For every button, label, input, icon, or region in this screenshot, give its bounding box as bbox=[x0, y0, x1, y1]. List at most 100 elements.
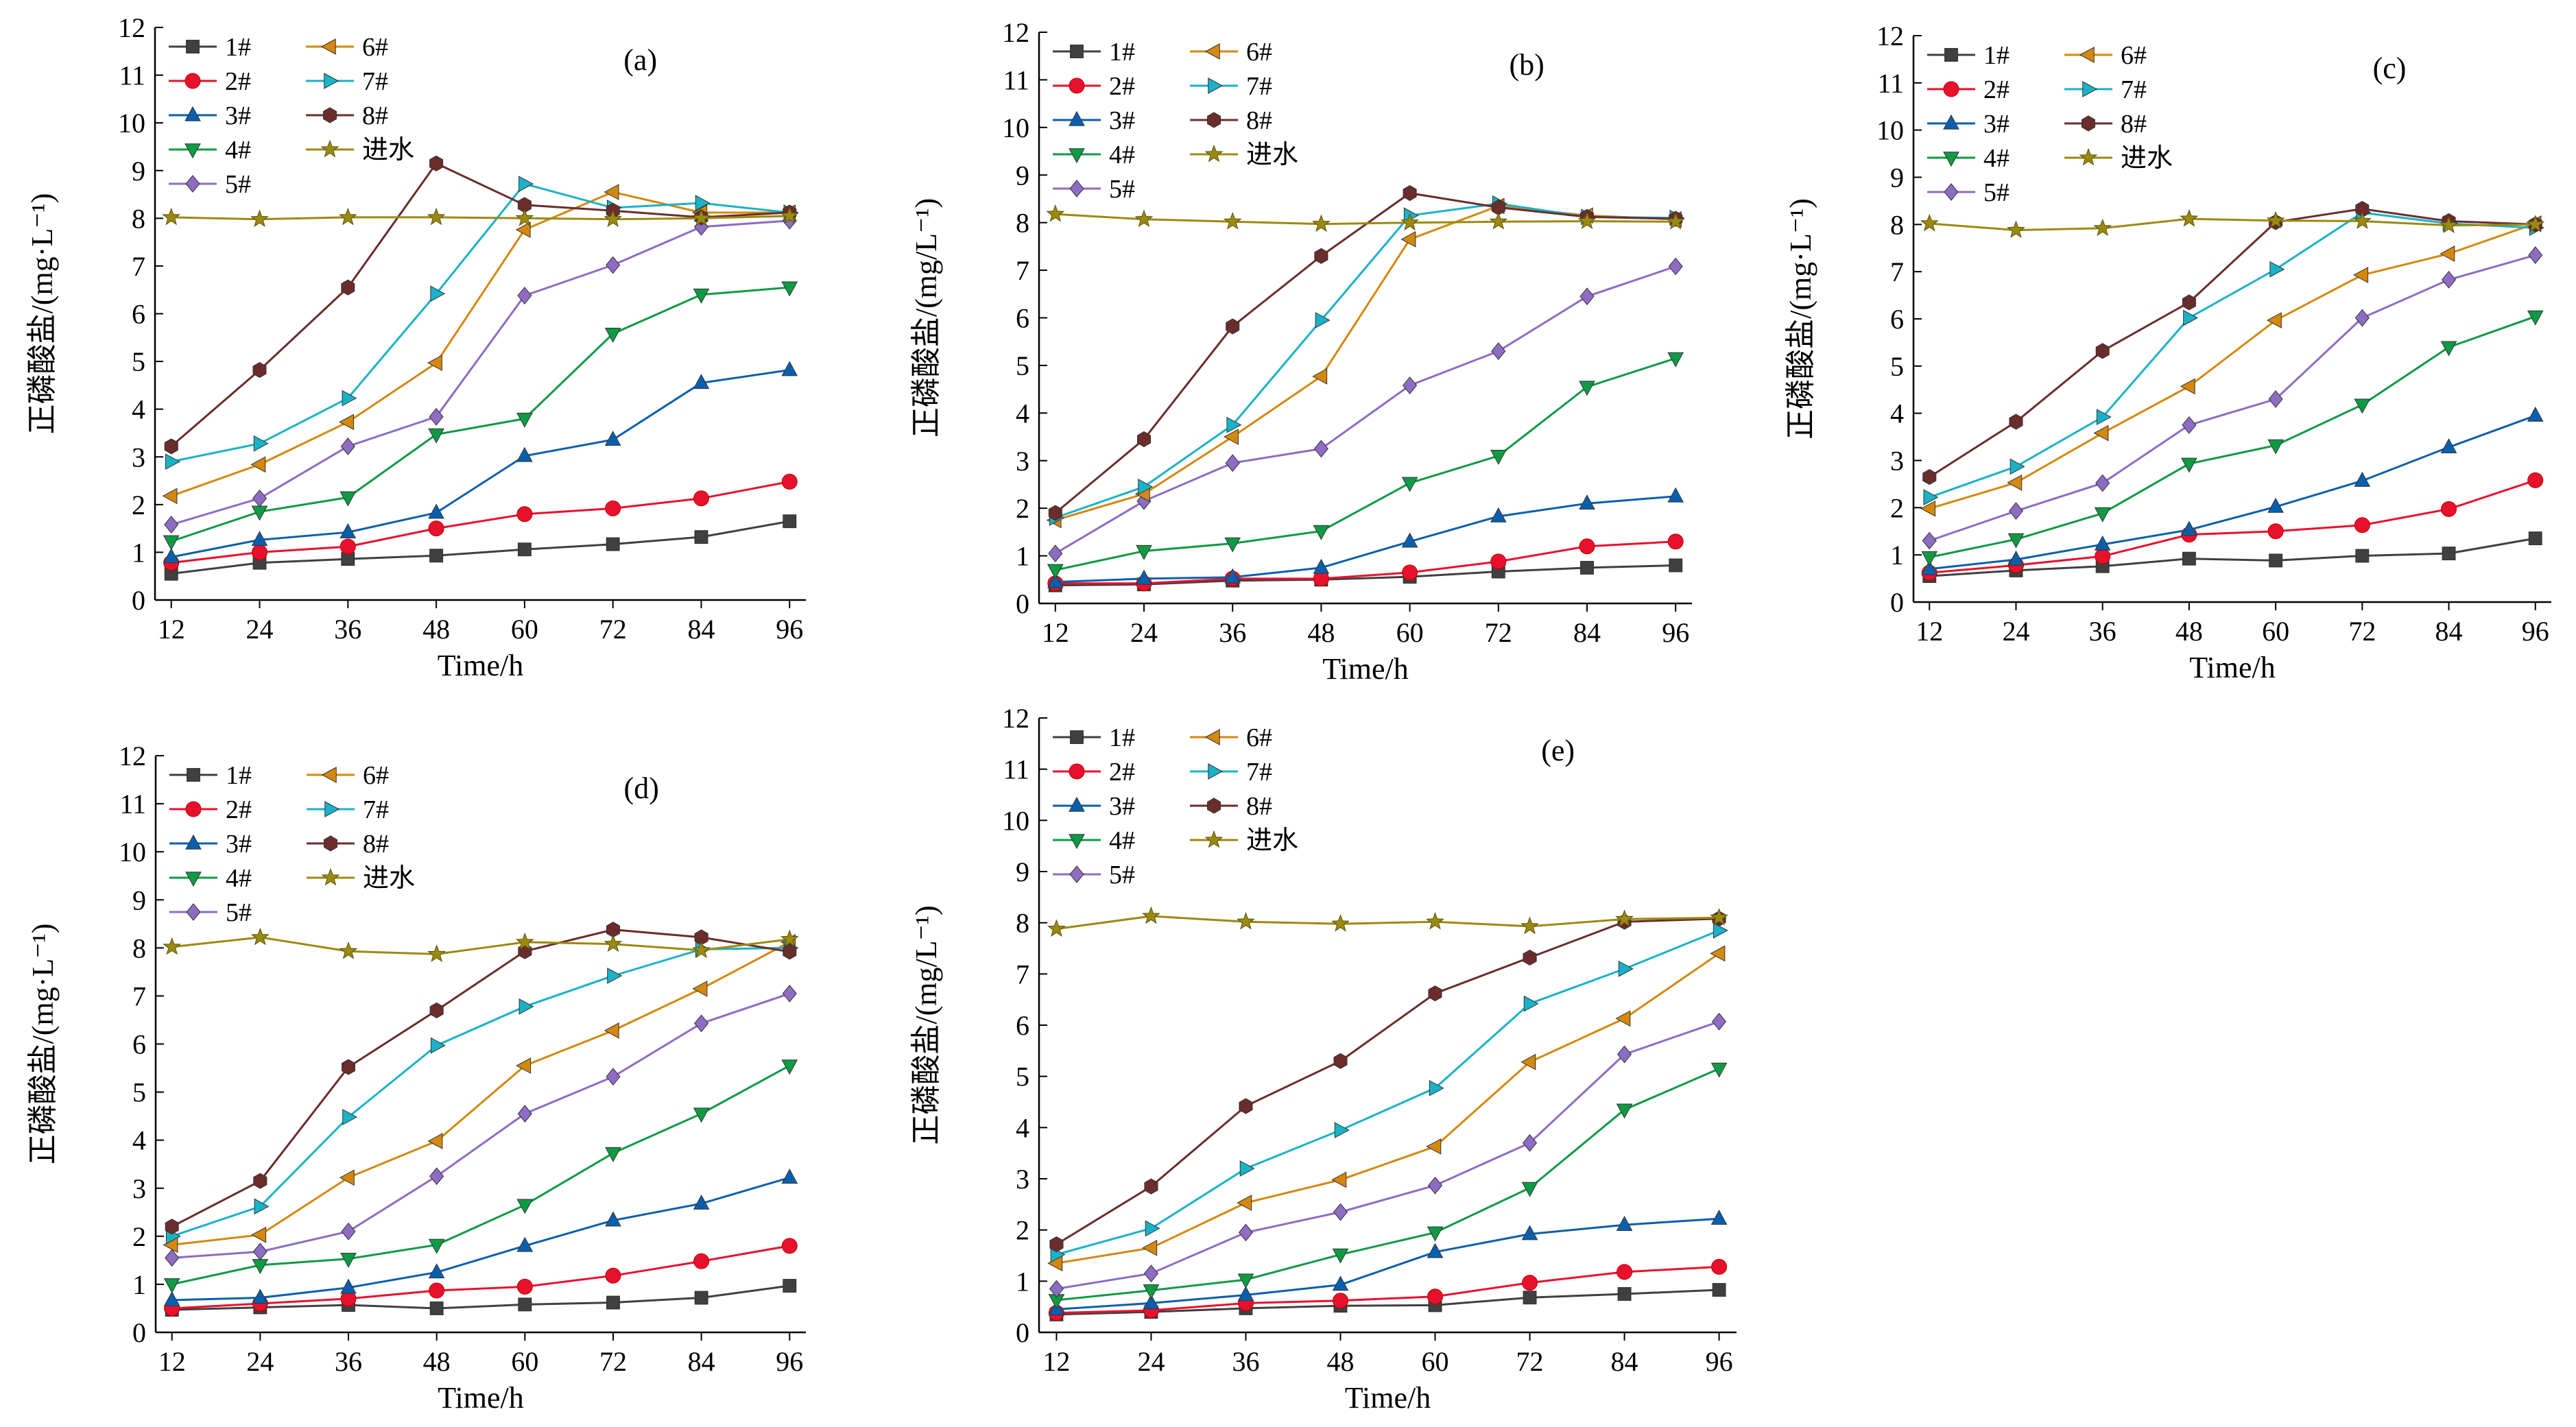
y-tick-label: 3 bbox=[132, 1173, 146, 1204]
data-point bbox=[2094, 507, 2111, 523]
y-tick-label: 9 bbox=[1016, 160, 1029, 191]
data-point bbox=[780, 206, 799, 224]
series-line bbox=[1056, 1217, 1719, 1310]
legend-item-5#: 5# bbox=[1927, 178, 2009, 207]
data-point bbox=[1521, 1182, 1538, 1197]
legend-label: 2# bbox=[226, 795, 252, 824]
x-tick-label: 72 bbox=[1485, 617, 1512, 648]
data-point bbox=[1334, 1122, 1350, 1138]
x-tick-label: 96 bbox=[776, 614, 803, 645]
data-point bbox=[1579, 381, 1595, 396]
data-point bbox=[1489, 212, 1508, 230]
data-point bbox=[1239, 1098, 1253, 1114]
data-point bbox=[250, 456, 266, 473]
data-point bbox=[1223, 212, 1242, 230]
y-tick-label: 7 bbox=[1016, 959, 1029, 990]
y-tick-label: 4 bbox=[1890, 398, 1904, 429]
series-line bbox=[171, 1284, 790, 1311]
y-tick-label: 11 bbox=[1003, 64, 1029, 95]
data-point bbox=[694, 530, 708, 544]
data-point bbox=[1048, 505, 1062, 521]
data-point bbox=[2353, 267, 2369, 283]
series-line bbox=[1056, 952, 1720, 1264]
data-point bbox=[251, 531, 268, 547]
legend-marker bbox=[324, 73, 339, 89]
data-point bbox=[1143, 1294, 1160, 1310]
data-point bbox=[1332, 1293, 1348, 1309]
data-point bbox=[1145, 1220, 1160, 1237]
y-tick-label: 10 bbox=[1002, 805, 1029, 836]
data-point bbox=[2096, 409, 2112, 426]
data-point bbox=[338, 207, 357, 226]
y-tick-label: 4 bbox=[1016, 398, 1029, 429]
data-point bbox=[1427, 1226, 1444, 1242]
x-tick-label: 84 bbox=[687, 614, 715, 645]
series-line bbox=[1929, 537, 2536, 577]
legend-item-2#: 2# bbox=[1053, 758, 1135, 787]
legend-item-3#: 3# bbox=[1053, 106, 1135, 135]
legend-label: 3# bbox=[1109, 792, 1135, 821]
data-point bbox=[1224, 537, 1241, 553]
x-tick-label: 84 bbox=[688, 1346, 715, 1377]
y-tick-label: 1 bbox=[1016, 1266, 1029, 1297]
legend-label: 7# bbox=[1246, 72, 1272, 101]
data-point bbox=[1237, 1286, 1254, 1302]
data-point bbox=[1429, 1080, 1444, 1096]
data-point bbox=[1237, 912, 1255, 930]
data-point bbox=[1521, 1225, 1538, 1240]
data-point bbox=[1712, 1012, 1727, 1031]
series-line bbox=[171, 219, 790, 526]
data-point bbox=[2440, 341, 2457, 357]
series-line bbox=[1929, 414, 2536, 571]
data-point bbox=[1710, 1210, 1728, 1225]
data-point bbox=[518, 998, 534, 1015]
data-point bbox=[1237, 1195, 1252, 1211]
data-point bbox=[1224, 568, 1241, 584]
data-point bbox=[1239, 1160, 1255, 1177]
data-point bbox=[2267, 523, 2284, 540]
x-tick-label: 48 bbox=[422, 614, 450, 645]
legend-label: 6# bbox=[363, 761, 389, 790]
legend-item-8#: 8# bbox=[1190, 106, 1272, 135]
x-tick-label: 36 bbox=[335, 1346, 362, 1377]
data-point bbox=[1490, 553, 1507, 570]
legend-label: 7# bbox=[1246, 758, 1272, 787]
legend-item-8#: 8# bbox=[1190, 792, 1272, 821]
series-line bbox=[170, 162, 790, 448]
data-point bbox=[2183, 309, 2199, 326]
data-point bbox=[429, 155, 444, 171]
y-tick-label: 6 bbox=[132, 1029, 146, 1060]
x-axis-label: Time/h bbox=[1322, 652, 1409, 686]
x-tick-label: 48 bbox=[423, 1346, 451, 1377]
data-point bbox=[1580, 560, 1594, 575]
x-axis-label: Time/h bbox=[2189, 651, 2276, 684]
data-point bbox=[165, 1219, 179, 1235]
data-point bbox=[250, 209, 269, 228]
data-point bbox=[693, 1253, 710, 1269]
legend-item-1#: 1# bbox=[1927, 41, 2009, 70]
data-point bbox=[251, 1226, 267, 1243]
data-point bbox=[605, 500, 621, 516]
data-point bbox=[342, 1059, 355, 1075]
data-point bbox=[427, 355, 442, 372]
data-point bbox=[516, 446, 533, 462]
data-point bbox=[1313, 525, 1330, 540]
x-axis-label: Time/h bbox=[1345, 1381, 1431, 1415]
legend-marker bbox=[1208, 763, 1224, 780]
data-point bbox=[1224, 429, 1239, 445]
y-tick-label: 8 bbox=[1016, 908, 1029, 939]
data-point bbox=[2441, 501, 2457, 517]
x-tick-label: 12 bbox=[1042, 617, 1069, 648]
legend-item-3#: 3# bbox=[1053, 792, 1135, 821]
series-line bbox=[171, 946, 790, 1238]
data-point bbox=[2442, 547, 2456, 561]
data-point bbox=[2181, 457, 2197, 473]
series-3# bbox=[1921, 406, 2544, 575]
data-point bbox=[1920, 500, 1935, 517]
series-line bbox=[1055, 540, 1676, 585]
data-point bbox=[605, 1147, 621, 1162]
data-point bbox=[1047, 573, 1064, 588]
x-tick-label: 24 bbox=[246, 614, 274, 645]
legend-item-1#: 1# bbox=[169, 761, 252, 790]
